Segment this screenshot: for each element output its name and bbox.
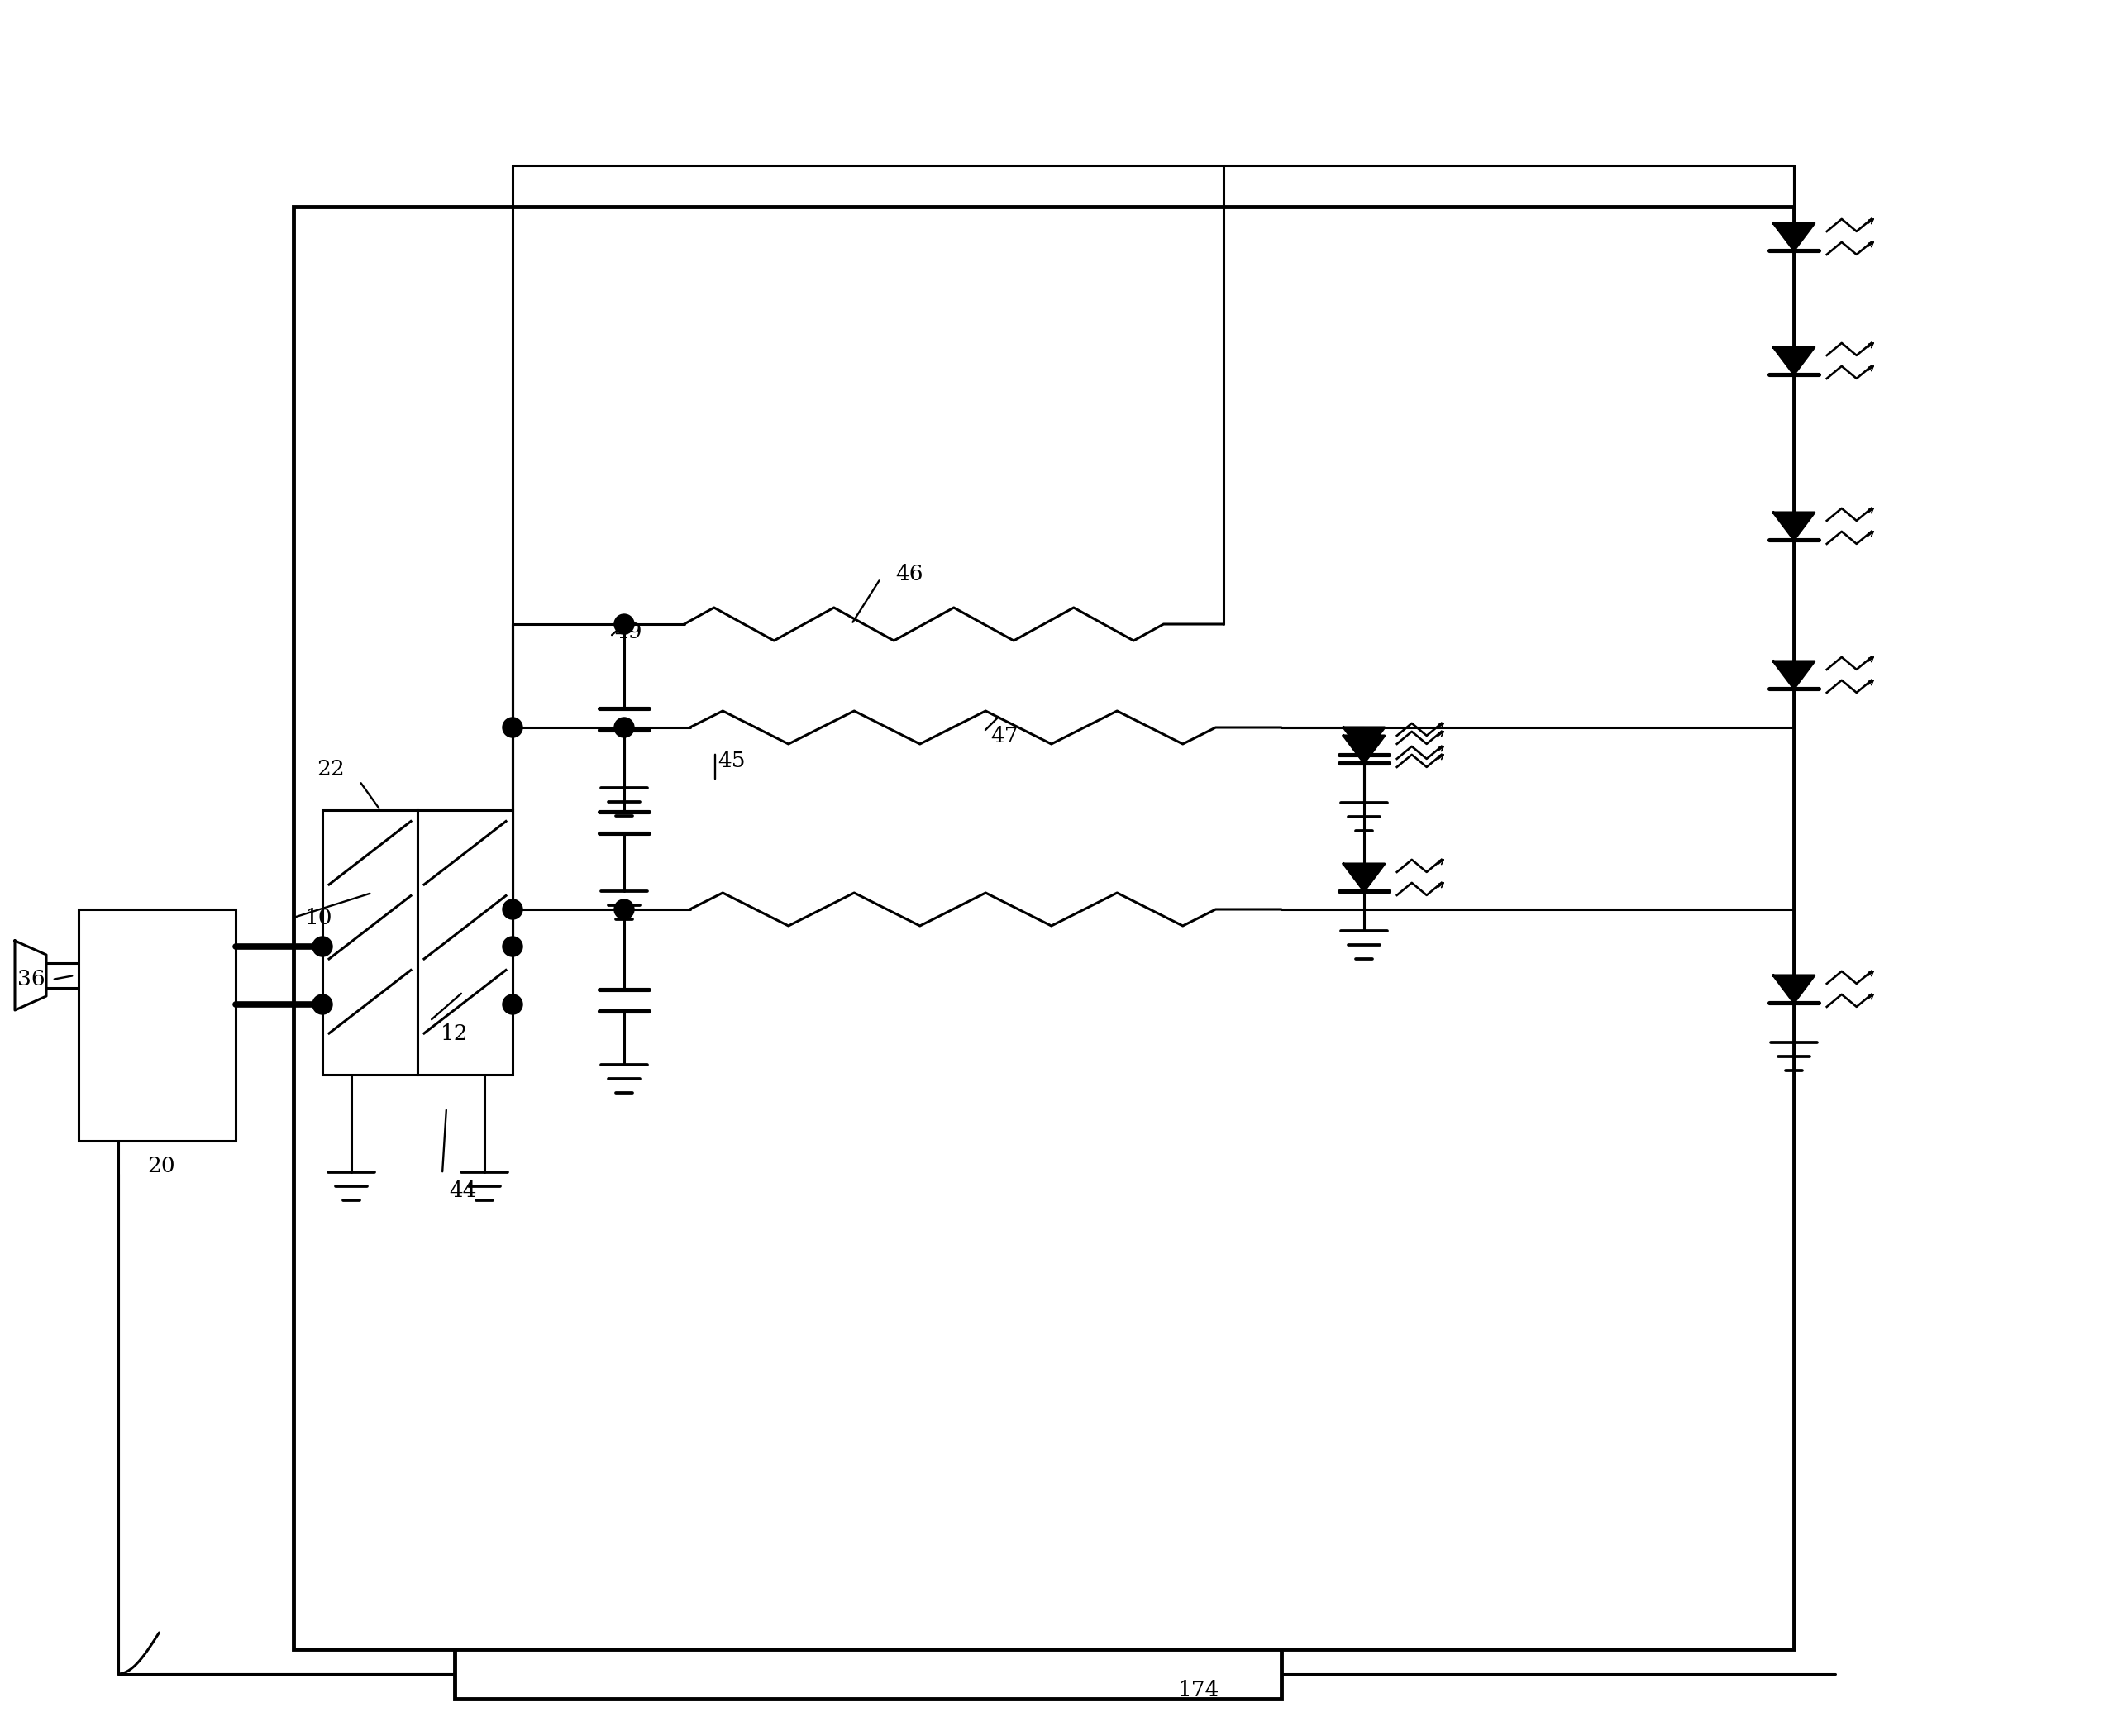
- Text: 44: 44: [449, 1180, 477, 1201]
- Polygon shape: [1773, 224, 1815, 250]
- Text: 49: 49: [614, 621, 642, 642]
- Circle shape: [313, 995, 333, 1014]
- Circle shape: [502, 899, 523, 920]
- Text: 47: 47: [991, 726, 1019, 746]
- Polygon shape: [1343, 736, 1385, 764]
- Bar: [78, 910, 235, 1141]
- Polygon shape: [1343, 727, 1385, 755]
- Bar: [455, 1649, 1281, 1700]
- Circle shape: [313, 937, 333, 957]
- Text: 12: 12: [441, 1023, 468, 1043]
- Text: 22: 22: [318, 759, 345, 779]
- Text: 36: 36: [17, 969, 44, 990]
- Circle shape: [614, 717, 633, 738]
- Polygon shape: [15, 941, 47, 1010]
- Polygon shape: [1773, 976, 1815, 1003]
- Circle shape: [614, 615, 633, 634]
- Circle shape: [502, 717, 523, 738]
- Polygon shape: [1343, 865, 1385, 891]
- Circle shape: [502, 937, 523, 957]
- Bar: [417, 811, 513, 1075]
- Circle shape: [614, 899, 633, 920]
- Bar: [322, 811, 417, 1075]
- Text: 20: 20: [148, 1154, 176, 1175]
- Polygon shape: [1773, 512, 1815, 540]
- Circle shape: [502, 995, 523, 1014]
- Text: 46: 46: [896, 564, 923, 585]
- Text: 45: 45: [718, 750, 746, 771]
- Text: 174: 174: [1178, 1680, 1220, 1701]
- Polygon shape: [1773, 347, 1815, 375]
- Text: 10: 10: [305, 908, 333, 929]
- Bar: [294, 207, 1794, 1649]
- Polygon shape: [1773, 661, 1815, 689]
